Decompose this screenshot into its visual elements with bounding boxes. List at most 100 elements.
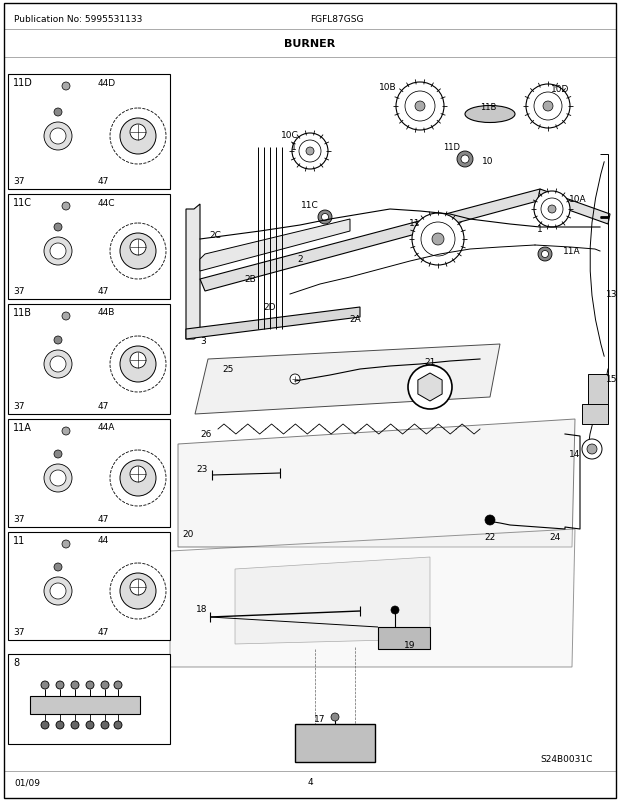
Text: 2B: 2B xyxy=(244,275,256,284)
Circle shape xyxy=(62,203,70,211)
Circle shape xyxy=(62,541,70,549)
Text: 44A: 44A xyxy=(98,423,115,432)
Circle shape xyxy=(56,721,64,729)
Text: 10A: 10A xyxy=(569,195,587,205)
Text: 11B: 11B xyxy=(480,103,496,111)
Circle shape xyxy=(130,125,146,141)
Text: 47: 47 xyxy=(98,287,109,296)
Circle shape xyxy=(86,681,94,689)
Polygon shape xyxy=(235,557,430,644)
Circle shape xyxy=(44,350,72,379)
Circle shape xyxy=(101,681,109,689)
Circle shape xyxy=(44,237,72,265)
Circle shape xyxy=(54,451,62,459)
Text: 11C: 11C xyxy=(13,198,32,208)
Circle shape xyxy=(391,606,399,614)
Circle shape xyxy=(582,439,602,460)
Circle shape xyxy=(62,83,70,91)
Text: 11: 11 xyxy=(13,535,25,545)
Text: 14: 14 xyxy=(569,450,581,459)
Polygon shape xyxy=(200,190,545,292)
Circle shape xyxy=(541,251,549,258)
Text: 18: 18 xyxy=(196,605,208,614)
Circle shape xyxy=(50,129,66,145)
Circle shape xyxy=(538,248,552,261)
Text: 47: 47 xyxy=(98,177,109,186)
Circle shape xyxy=(56,681,64,689)
Circle shape xyxy=(86,721,94,729)
Text: 4: 4 xyxy=(307,777,313,787)
Circle shape xyxy=(543,102,553,111)
Text: Publication No: 5995531133: Publication No: 5995531133 xyxy=(14,14,143,23)
Circle shape xyxy=(101,721,109,729)
Text: 11A: 11A xyxy=(13,423,32,432)
Circle shape xyxy=(457,152,473,168)
Text: 2D: 2D xyxy=(264,303,277,312)
Text: 11: 11 xyxy=(409,219,421,229)
Circle shape xyxy=(130,353,146,369)
Polygon shape xyxy=(186,205,200,339)
Polygon shape xyxy=(418,374,442,402)
Text: 26: 26 xyxy=(200,430,211,439)
Circle shape xyxy=(396,83,444,131)
Circle shape xyxy=(461,156,469,164)
Circle shape xyxy=(50,244,66,260)
Circle shape xyxy=(322,214,329,221)
Text: S24B0031C: S24B0031C xyxy=(540,755,592,764)
Circle shape xyxy=(415,102,425,111)
Text: 10C: 10C xyxy=(281,132,299,140)
Text: 21: 21 xyxy=(424,358,436,367)
Text: 44B: 44B xyxy=(98,308,115,317)
Circle shape xyxy=(405,92,435,122)
Circle shape xyxy=(41,721,49,729)
Text: 11D: 11D xyxy=(13,78,33,88)
Text: 1: 1 xyxy=(537,225,543,234)
Circle shape xyxy=(41,681,49,689)
Text: BURNER: BURNER xyxy=(285,39,335,49)
Text: 1: 1 xyxy=(291,144,297,152)
Circle shape xyxy=(548,206,556,214)
Circle shape xyxy=(432,233,444,245)
Text: 11B: 11B xyxy=(13,308,32,318)
Bar xyxy=(378,627,430,649)
Text: 37: 37 xyxy=(13,177,25,186)
Circle shape xyxy=(130,240,146,256)
Polygon shape xyxy=(170,529,575,667)
Circle shape xyxy=(114,681,122,689)
Bar xyxy=(8,195,170,300)
Circle shape xyxy=(130,467,146,482)
Circle shape xyxy=(421,223,455,257)
Text: 37: 37 xyxy=(13,402,25,411)
Bar xyxy=(30,696,140,714)
Text: 23: 23 xyxy=(196,465,207,474)
Circle shape xyxy=(62,427,70,435)
Circle shape xyxy=(526,85,570,129)
Text: 15: 15 xyxy=(606,375,618,384)
Circle shape xyxy=(54,224,62,232)
Text: 37: 37 xyxy=(13,287,25,296)
Circle shape xyxy=(44,577,72,606)
Text: 47: 47 xyxy=(98,515,109,524)
Text: 2: 2 xyxy=(297,255,303,264)
Circle shape xyxy=(62,313,70,321)
Bar xyxy=(582,404,608,424)
Circle shape xyxy=(120,119,156,155)
Circle shape xyxy=(71,681,79,689)
Circle shape xyxy=(114,721,122,729)
Polygon shape xyxy=(200,220,350,272)
Bar xyxy=(8,75,170,190)
Bar xyxy=(8,419,170,528)
Text: 17: 17 xyxy=(314,715,326,723)
Text: 37: 37 xyxy=(13,515,25,524)
Text: 10B: 10B xyxy=(379,83,397,92)
Text: 44C: 44C xyxy=(98,198,115,207)
Text: 10D: 10D xyxy=(551,85,569,95)
Text: 11A: 11A xyxy=(563,247,581,256)
Circle shape xyxy=(292,134,328,170)
Text: 2C: 2C xyxy=(209,230,221,239)
Text: 01/09: 01/09 xyxy=(14,777,40,787)
Polygon shape xyxy=(538,190,610,225)
Text: 10: 10 xyxy=(482,157,494,166)
Bar xyxy=(295,724,375,762)
Text: 25: 25 xyxy=(222,365,233,374)
